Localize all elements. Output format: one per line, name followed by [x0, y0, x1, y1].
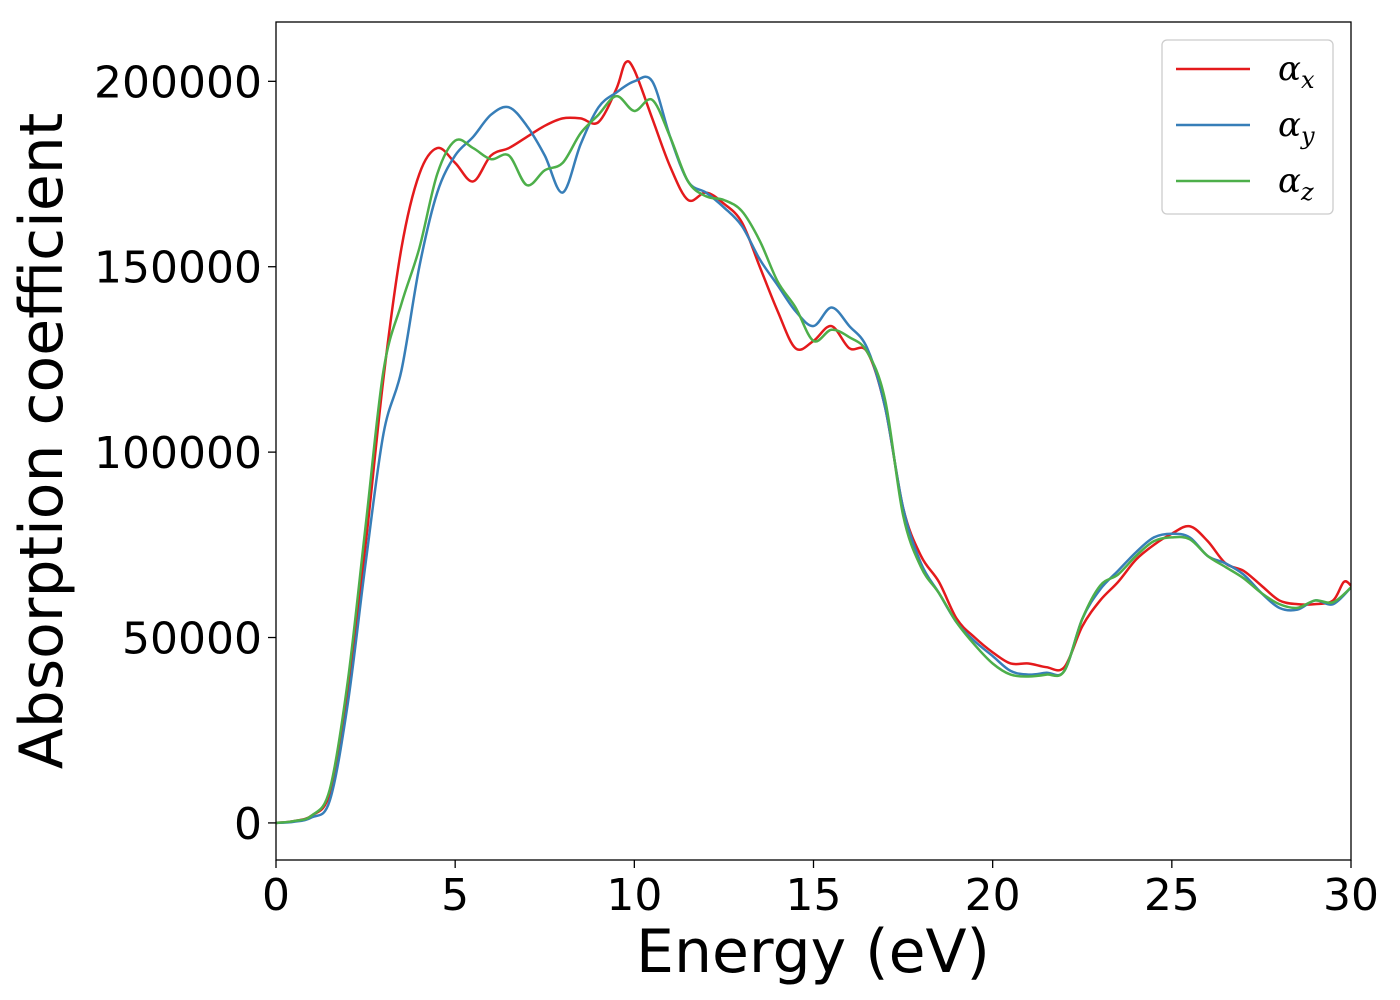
series-line-z: [276, 94, 1351, 825]
legend-label-x: αx: [1278, 49, 1315, 94]
legend-box: [1161, 39, 1334, 215]
legend-symbol: α: [1278, 105, 1301, 145]
y-tick-label: 100000: [94, 428, 262, 479]
x-tick-label: 10: [606, 870, 662, 921]
legend-subscript: x: [1301, 66, 1315, 94]
legend-symbol: α: [1278, 49, 1301, 89]
x-tick-label: 0: [262, 870, 290, 921]
legend-subscript: z: [1300, 178, 1314, 206]
x-axis: 0 5 10 15 20 25 30: [262, 860, 1379, 921]
x-axis-title: Energy (eV): [636, 917, 990, 987]
series-lines: [276, 60, 1351, 825]
x-tick-label: 25: [1144, 870, 1200, 921]
y-tick-label: 50000: [122, 614, 262, 665]
x-tick-label: 15: [786, 870, 842, 921]
legend-label-z: αz: [1278, 161, 1314, 206]
y-tick-label: 200000: [94, 57, 262, 108]
y-axis-title: Absorption coefficient: [7, 113, 77, 770]
x-tick-label: 20: [965, 870, 1021, 921]
legend-symbol: α: [1278, 161, 1301, 201]
legend-subscript: y: [1300, 122, 1315, 150]
y-axis: 0 50000 100000 150000 200000: [94, 57, 276, 850]
legend-label-y: αy: [1278, 105, 1315, 150]
y-tick-label: 150000: [94, 243, 262, 294]
x-tick-label: 30: [1323, 870, 1379, 921]
y-tick-label: 0: [234, 799, 262, 850]
x-tick-label: 5: [441, 870, 469, 921]
series-line-x: [276, 60, 1351, 825]
